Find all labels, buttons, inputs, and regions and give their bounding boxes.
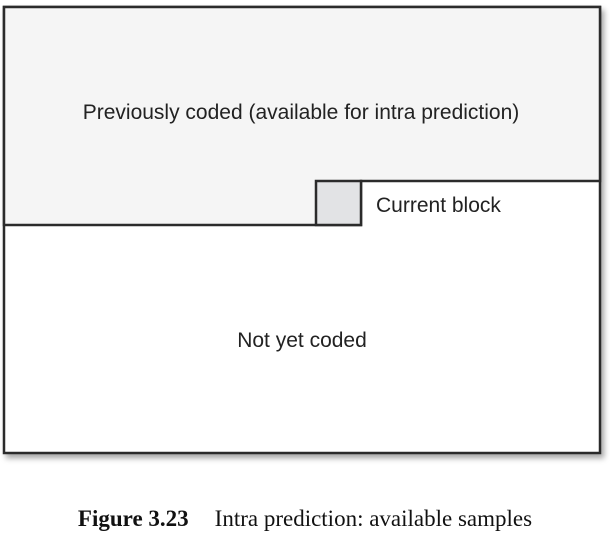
caption-text: Intra prediction: available samples — [214, 506, 533, 531]
figure-caption: Figure 3.23 Intra prediction: available s… — [0, 506, 610, 532]
previously-coded-label: Previously coded (available for intra pr… — [83, 101, 520, 124]
figure-number: Figure 3.23 — [77, 506, 189, 531]
intra-prediction-diagram: Previously coded (available for intra pr… — [2, 5, 602, 455]
not-yet-coded-label: Not yet coded — [237, 329, 367, 352]
current-block — [314, 179, 363, 227]
current-block-label: Current block — [376, 194, 501, 217]
